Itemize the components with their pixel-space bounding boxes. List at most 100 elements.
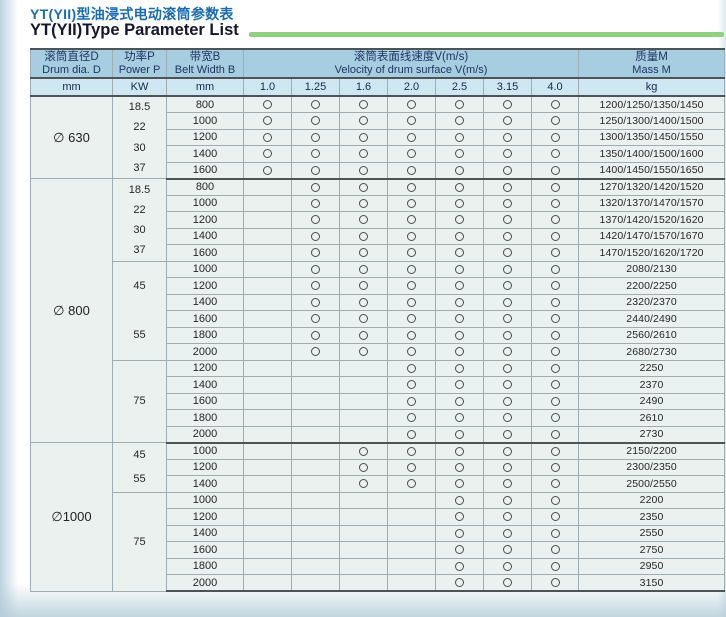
speed-availability-cell [339, 392, 388, 410]
speed-availability-cell [387, 293, 436, 311]
mass-cell: 1200/1250/1350/1450 [578, 95, 726, 113]
speed-availability-cell [387, 161, 436, 180]
availability-circle-icon [550, 231, 560, 241]
speed-availability-cell [530, 442, 580, 460]
unit-cell-belt: mm [166, 77, 244, 97]
availability-circle-icon [311, 100, 320, 110]
speed-availability-cell [291, 227, 340, 245]
mass-cell: 2300/2350 [578, 458, 726, 476]
table-row: 1600 2440/2490 [31, 310, 726, 328]
availability-circle-icon [407, 231, 416, 241]
speed-availability-cell [291, 392, 340, 410]
speed-availability-cell [339, 260, 388, 278]
power-value: 45 [133, 280, 146, 293]
speed-availability-cell [291, 425, 340, 444]
availability-circle-icon [359, 116, 368, 126]
mass-cell: 2500/2550 [578, 475, 726, 493]
speed-availability-cell [339, 425, 388, 444]
speed-availability-cell [291, 95, 340, 113]
speed-availability-cell [483, 211, 532, 229]
speed-availability-cell [483, 508, 532, 526]
speed-availability-cell [243, 508, 292, 526]
power-value: 22 [133, 203, 146, 216]
availability-circle-icon [503, 396, 512, 406]
power-cell: 75 [112, 491, 167, 592]
availability-circle-icon [550, 347, 560, 357]
speed-availability-cell [530, 178, 580, 196]
availability-circle-icon [359, 330, 368, 340]
speed-availability-cell [291, 178, 340, 196]
table-row: 1400 2550 [31, 524, 726, 542]
availability-circle-icon [455, 462, 464, 472]
availability-circle-icon [455, 479, 464, 489]
availability-circle-icon [550, 528, 560, 538]
speed-availability-cell [387, 359, 436, 377]
speed-availability-cell [387, 557, 436, 575]
availability-circle-icon [503, 248, 512, 258]
speed-availability-cell [435, 277, 484, 295]
mass-cell: 2490 [578, 392, 726, 410]
belt-width-cell: 2000 [166, 425, 244, 444]
speed-availability-cell [291, 376, 340, 394]
speed-availability-cell [291, 277, 340, 295]
availability-circle-icon [503, 479, 512, 489]
speed-availability-cell [339, 343, 388, 361]
unit-cell-drum: mm [30, 77, 113, 97]
col-header-power: 功率P Power P [112, 48, 167, 79]
speed-availability-cell [530, 508, 580, 526]
speed-availability-cell [387, 112, 436, 130]
speed-availability-cell [387, 442, 436, 460]
availability-circle-icon [455, 248, 464, 258]
belt-width-cell: 1000 [166, 260, 244, 278]
speed-availability-cell [483, 161, 532, 180]
speed-availability-cell [530, 161, 580, 180]
unit-row: mm KW mm 1.0 1.25 1.6 2.0 2.5 3.15 4.0 kg [30, 77, 726, 97]
availability-circle-icon [503, 215, 512, 225]
table-row: ∅ 630 18.5 22 30 37 800 1200/1250/1350/1450 [30, 95, 726, 179]
speed-availability-cell [483, 194, 532, 212]
col-header-velocity: 滚筒表面线速度V(m/s) Velocity of drum surface V… [242, 48, 580, 79]
table-row: 2000 3150 [31, 574, 726, 592]
availability-circle-icon [359, 297, 368, 307]
speed-availability-cell [243, 326, 292, 344]
power-cell: 18.5 22 30 37 [112, 178, 167, 262]
availability-circle-icon [359, 462, 368, 472]
belt-width-cell: 1200 [166, 458, 244, 476]
speed-availability-cell [243, 491, 292, 509]
availability-circle-icon [503, 462, 512, 472]
speed-availability-cell [435, 227, 484, 245]
speed-availability-cell [339, 194, 388, 212]
availability-circle-icon [407, 248, 416, 258]
availability-circle-icon [455, 528, 464, 538]
availability-circle-icon [359, 165, 368, 175]
speed-availability-cell [291, 524, 340, 542]
availability-circle-icon [359, 479, 368, 489]
table-row: 1600 2750 [31, 541, 726, 559]
speed-availability-cell [339, 145, 388, 163]
availability-circle-icon [311, 149, 320, 159]
availability-circle-icon [503, 297, 512, 307]
belt-width-cell: 1000 [166, 194, 244, 212]
availability-circle-icon [407, 363, 416, 373]
availability-circle-icon [263, 116, 272, 126]
availability-circle-icon [550, 363, 560, 373]
speed-availability-cell [435, 541, 484, 559]
speed-availability-cell [530, 343, 580, 361]
mass-cell: 2200 [578, 491, 726, 509]
speed-availability-cell [530, 425, 580, 444]
mass-cell: 1300/1350/1450/1550 [578, 128, 726, 146]
power-value: 75 [133, 395, 146, 408]
belt-width-cell: 1000 [166, 442, 244, 460]
speed-availability-cell [387, 409, 436, 427]
belt-width-cell: 1400 [166, 475, 244, 493]
speed-availability-cell [243, 211, 292, 229]
speed-availability-cell [339, 458, 388, 476]
availability-circle-icon [359, 281, 368, 291]
availability-circle-icon [503, 347, 512, 357]
speed-availability-cell [387, 326, 436, 344]
speed-availability-cell [530, 491, 580, 509]
availability-circle-icon [550, 446, 560, 456]
speed-availability-cell [435, 112, 484, 130]
speed-availability-cell [243, 178, 292, 196]
availability-circle-icon [503, 545, 512, 555]
